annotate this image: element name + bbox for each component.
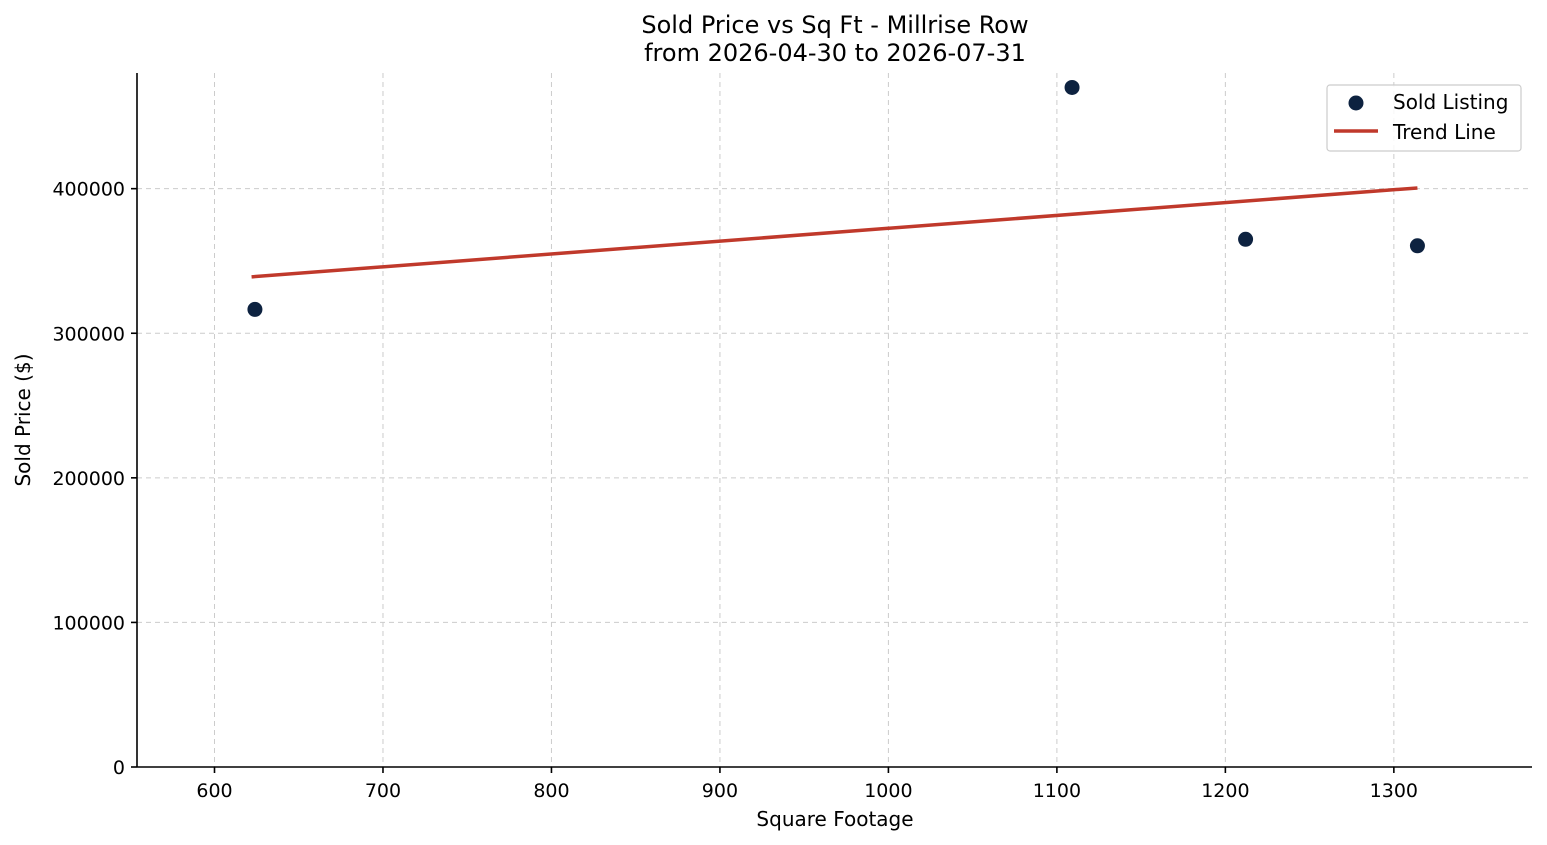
x-tick-label: 1300	[1370, 780, 1418, 802]
y-tick-label: 100000	[52, 612, 125, 634]
chart-title: Sold Price vs Sq Ft - Millrise Row	[641, 11, 1028, 39]
sold-listing-point	[1238, 231, 1254, 247]
axes: 600 700 800 900 1000 1100 1200 1300 0 100000 20000…	[52, 73, 1532, 802]
legend: Sold Listing Trend Line	[1326, 84, 1522, 152]
legend-label-sold-listing: Sold Listing	[1393, 90, 1508, 114]
sold-listing-point	[1064, 79, 1080, 95]
sold-listing-point	[247, 301, 263, 317]
chart-subtitle: from 2026-04-30 to 2026-07-31	[644, 39, 1026, 67]
legend-marker-sold-listing	[1348, 95, 1364, 111]
x-tick-label: 600	[196, 780, 232, 802]
plot-area	[247, 79, 1425, 317]
x-axis-label: Square Footage	[756, 807, 913, 831]
sold-listing-point	[1409, 238, 1425, 254]
y-tick-label: 400000	[52, 179, 125, 201]
legend-label-trend-line: Trend Line	[1392, 120, 1496, 144]
x-tick-label: 900	[702, 780, 738, 802]
x-tick-label: 1100	[1033, 780, 1081, 802]
y-tick-label: 300000	[52, 323, 125, 345]
y-tick-label: 0	[113, 757, 125, 779]
x-tick-label: 1000	[864, 780, 912, 802]
x-tick-label: 700	[365, 780, 401, 802]
y-axis-label: Sold Price ($)	[11, 353, 35, 486]
grid	[137, 73, 1532, 768]
legend-frame	[1326, 84, 1522, 152]
trend-line	[251, 186, 1418, 279]
x-tick-label: 800	[533, 780, 569, 802]
y-tick-label: 200000	[52, 468, 125, 490]
x-tick-label: 1200	[1201, 780, 1249, 802]
